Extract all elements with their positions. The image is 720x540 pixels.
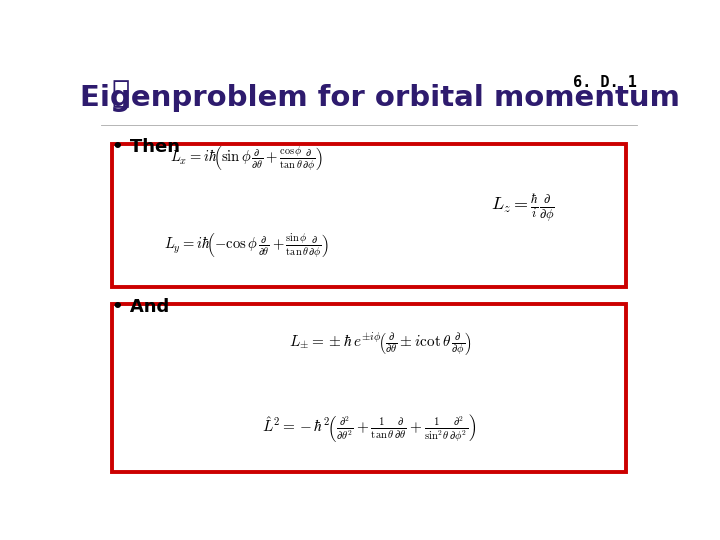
Text: 🦎: 🦎: [112, 79, 130, 109]
Text: $L_x = i\hbar\!\left(\sin\phi\,\frac{\partial}{\partial\theta} + \frac{\cos\phi}: $L_x = i\hbar\!\left(\sin\phi\,\frac{\pa…: [170, 144, 323, 173]
Text: $L_y = i\hbar\!\left(-\cos\phi\,\frac{\partial}{\partial\theta} + \frac{\sin\phi: $L_y = i\hbar\!\left(-\cos\phi\,\frac{\p…: [163, 231, 329, 260]
Text: • Then: • Then: [112, 138, 180, 156]
Text: $L_z = \frac{\hbar}{i}\frac{\partial}{\partial\phi}$: $L_z = \frac{\hbar}{i}\frac{\partial}{\p…: [490, 192, 554, 224]
Text: • And: • And: [112, 298, 170, 316]
FancyBboxPatch shape: [112, 304, 626, 472]
Text: $L_{\pm} = \pm\hbar\, e^{\pm i\phi}\!\left(\frac{\partial}{\partial\theta} \pm i: $L_{\pm} = \pm\hbar\, e^{\pm i\phi}\!\le…: [289, 330, 472, 357]
Text: Eigenproblem for orbital momentum: Eigenproblem for orbital momentum: [80, 84, 680, 112]
FancyBboxPatch shape: [112, 144, 626, 287]
Text: 6. D. 1: 6. D. 1: [573, 75, 637, 90]
Text: $\hat{L}^2 = -\hbar^2\!\left(\frac{\partial^2}{\partial\theta^2} + \frac{1}{\tan: $\hat{L}^2 = -\hbar^2\!\left(\frac{\part…: [262, 413, 476, 444]
